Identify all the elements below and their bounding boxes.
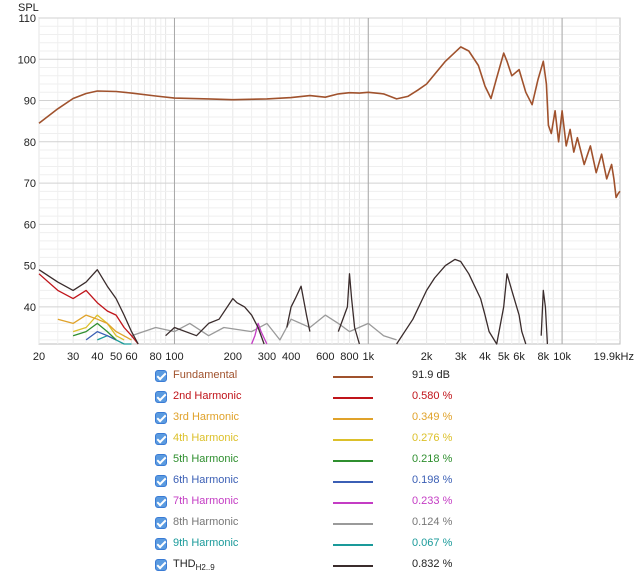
thd-label-subscript: H2..9 <box>195 563 215 573</box>
legend-row-6th-harmonic: 6th Harmonic 0.198 % <box>0 473 640 494</box>
checkbox-6th-harmonic[interactable] <box>155 475 167 487</box>
legend-label: 4th Harmonic <box>173 432 239 444</box>
series-line-6th-harmonic <box>85 330 117 341</box>
x-tick-label: 800 <box>340 351 358 363</box>
checkbox-4th-harmonic[interactable] <box>155 433 167 445</box>
legend-value: 0.124 % <box>412 516 453 528</box>
series-line-8th-harmonic <box>131 314 397 341</box>
y-axis-label: SPL <box>18 2 39 14</box>
legend-line-swatch <box>333 523 373 525</box>
checkbox-3rd-harmonic[interactable] <box>155 412 167 424</box>
y-tick-label: 80 <box>24 137 36 149</box>
x-tick-label: 60 <box>125 351 137 363</box>
plot-area-background <box>38 17 621 345</box>
legend-value: 0.580 % <box>412 390 453 402</box>
legend-line-swatch <box>333 397 373 399</box>
legend-row-7th-harmonic: 7th Harmonic 0.233 % <box>0 494 640 515</box>
y-tick-label: 100 <box>18 54 36 66</box>
legend-line-swatch <box>333 439 373 441</box>
legend-label-thd: THDH2..9 <box>173 558 215 572</box>
legend-line-swatch <box>333 460 373 462</box>
checkbox-thd[interactable] <box>155 559 167 571</box>
x-tick-label: 2k <box>421 351 433 363</box>
x-tick-label: 80 <box>150 351 162 363</box>
checkbox-9th-harmonic[interactable] <box>155 538 167 550</box>
x-tick-label: 19.9kHz <box>594 351 634 363</box>
legend-label: Fundamental <box>173 369 238 381</box>
legend-row-thd: THDH2..9 0.832 % <box>0 557 640 578</box>
legend-row-4th-harmonic: 4th Harmonic 0.276 % <box>0 431 640 452</box>
x-tick-label: 1k <box>362 351 374 363</box>
series-line-5th-harmonic <box>72 322 117 341</box>
checkbox-8th-harmonic[interactable] <box>155 517 167 529</box>
series-lines <box>38 46 621 345</box>
legend-line-swatch <box>333 376 373 378</box>
y-axis-ticks: 40 50 60 70 80 90 100 110 <box>18 13 36 314</box>
x-tick-label: 40 <box>91 351 103 363</box>
x-tick-label: 400 <box>282 351 300 363</box>
x-tick-label: 3k <box>455 351 467 363</box>
x-tick-label: 200 <box>224 351 242 363</box>
x-tick-label: 6k <box>513 351 525 363</box>
series-line-fundamental <box>38 46 621 199</box>
grid <box>38 17 620 344</box>
series-line-3rd-harmonic <box>57 314 132 341</box>
legend-value: 0.276 % <box>412 432 453 444</box>
x-tick-label: 10k <box>553 351 571 363</box>
legend-label: 9th Harmonic <box>173 537 239 549</box>
x-tick-label: 100 <box>165 351 183 363</box>
legend-label: 5th Harmonic <box>173 453 239 465</box>
x-tick-label: 600 <box>316 351 334 363</box>
legend-line-swatch <box>333 481 373 483</box>
legend-line-swatch <box>333 418 373 420</box>
series-line-4th-harmonic <box>72 314 125 341</box>
x-tick-label: 4k <box>479 351 491 363</box>
y-tick-label: 40 <box>24 302 36 314</box>
checkbox-fundamental[interactable] <box>155 370 167 382</box>
legend-value: 0.233 % <box>412 495 453 507</box>
legend-label: 3rd Harmonic <box>173 411 240 423</box>
x-tick-label: 50 <box>110 351 122 363</box>
legend-label: 2nd Harmonic <box>173 390 242 402</box>
legend-row-fundamental: Fundamental 91.9 dB <box>0 368 640 389</box>
series-line-2nd-harmonic <box>38 273 139 345</box>
y-tick-label: 110 <box>18 13 36 25</box>
thd-label-main: THD <box>173 558 196 570</box>
legend-row-2nd-harmonic: 2nd Harmonic 0.580 % <box>0 389 640 410</box>
y-tick-label: 50 <box>24 261 36 273</box>
legend-value: 0.218 % <box>412 453 453 465</box>
legend-line-swatch <box>333 502 373 504</box>
x-tick-label: 5k <box>498 351 510 363</box>
y-tick-label: 90 <box>24 96 36 108</box>
x-tick-label: 8k <box>537 351 549 363</box>
legend-value: 0.832 % <box>412 558 453 570</box>
series-line-thdh2-9 <box>38 258 549 345</box>
legend-value: 91.9 dB <box>412 369 450 381</box>
legend-value: 0.198 % <box>412 474 453 486</box>
legend-line-swatch <box>333 544 373 546</box>
checkbox-2nd-harmonic[interactable] <box>155 391 167 403</box>
checkbox-7th-harmonic[interactable] <box>155 496 167 508</box>
legend-line-swatch <box>333 565 373 567</box>
legend-row-5th-harmonic: 5th Harmonic 0.218 % <box>0 452 640 473</box>
x-tick-label: 300 <box>258 351 276 363</box>
legend-value: 0.067 % <box>412 537 453 549</box>
legend-label: 6th Harmonic <box>173 474 239 486</box>
legend-row-9th-harmonic: 9th Harmonic 0.067 % <box>0 536 640 557</box>
legend-row-8th-harmonic: 8th Harmonic 0.124 % <box>0 515 640 536</box>
x-axis-ticks: 20 30 40 50 60 80 100 200 300 400 600 800 1k 2k 3k 4k 5k… <box>33 351 634 363</box>
legend-label: 8th Harmonic <box>173 516 239 528</box>
legend-value: 0.349 % <box>412 411 453 423</box>
checkbox-5th-harmonic[interactable] <box>155 454 167 466</box>
y-tick-label: 60 <box>24 219 36 231</box>
x-tick-label: 30 <box>67 351 79 363</box>
x-tick-label: 20 <box>33 351 45 363</box>
legend-row-3rd-harmonic: 3rd Harmonic 0.349 % <box>0 410 640 431</box>
legend-label: 7th Harmonic <box>173 495 239 507</box>
y-tick-label: 70 <box>24 178 36 190</box>
series-line-7th-harmonic <box>250 322 268 345</box>
